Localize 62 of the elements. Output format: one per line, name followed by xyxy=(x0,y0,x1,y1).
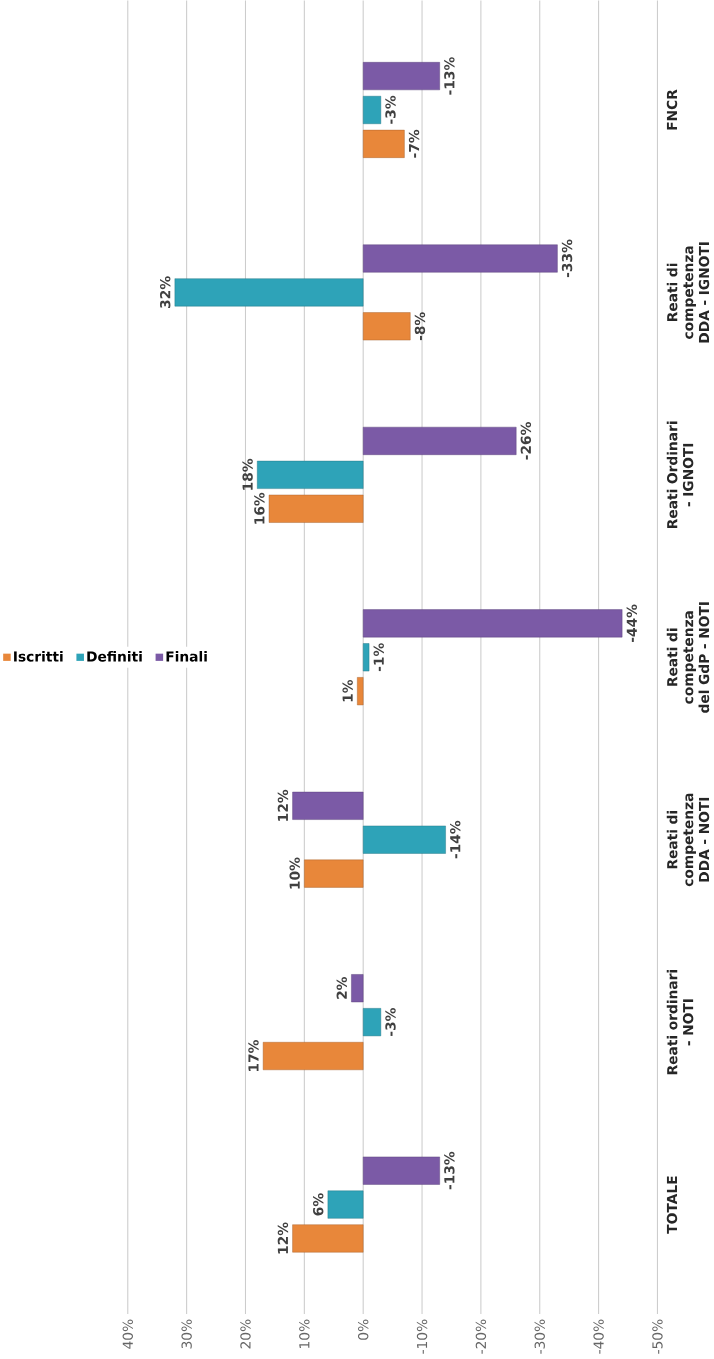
x-tick-label: -40% xyxy=(593,1319,604,1354)
bar xyxy=(363,244,558,273)
x-tick-label: 30% xyxy=(181,1319,192,1349)
bar xyxy=(363,825,446,854)
data-label: -13% xyxy=(444,1151,455,1190)
data-label: 12% xyxy=(277,789,289,821)
legend-label: Iscritti xyxy=(14,651,63,662)
data-label: -7% xyxy=(408,129,420,158)
y-tick-label: Reati di competenza DDA - IGNOTI xyxy=(666,242,710,343)
y-tick-label: TOTALE xyxy=(666,1176,678,1234)
data-label: -26% xyxy=(520,422,532,460)
bar xyxy=(263,1042,364,1071)
bar xyxy=(363,312,411,341)
data-label: -1% xyxy=(373,643,385,672)
x-tick-label: -30% xyxy=(534,1319,546,1354)
data-label: -3% xyxy=(385,95,396,124)
data-label: 6% xyxy=(313,1193,324,1216)
bar xyxy=(292,1224,364,1253)
x-tick-label: 20% xyxy=(240,1319,251,1349)
data-label: 16% xyxy=(254,492,265,524)
bar xyxy=(268,494,364,523)
data-label: -3% xyxy=(385,1008,396,1036)
data-label: -8% xyxy=(414,312,426,341)
y-tick-label: FNCR xyxy=(666,89,678,130)
y-tick-label: Reati di competenza DDA - NOTI xyxy=(666,793,710,887)
data-label: -44% xyxy=(626,604,638,642)
bar xyxy=(357,677,364,706)
data-label: 2% xyxy=(336,976,348,999)
x-tick-label: -10% xyxy=(416,1319,428,1354)
y-tick-label: Reati ordinari - NOTI xyxy=(666,970,694,1075)
bar xyxy=(174,278,364,307)
bar xyxy=(363,643,370,672)
y-tick-label: Reati di competenza del GdP - NOTI xyxy=(666,602,710,713)
data-label: 17% xyxy=(248,1039,259,1071)
y-tick-label: Reati Ordinari - IGNOTI xyxy=(666,421,694,528)
data-label: -33% xyxy=(561,239,573,278)
x-tick-label: 0% xyxy=(358,1319,369,1340)
data-label: 32% xyxy=(160,276,171,308)
bar xyxy=(363,96,382,124)
bar xyxy=(257,460,364,489)
bar xyxy=(363,1008,382,1037)
data-label: 12% xyxy=(277,1222,289,1254)
legend-label: Definiti xyxy=(87,651,142,662)
bar xyxy=(363,609,623,638)
x-tick-label: 40% xyxy=(122,1319,134,1349)
bar xyxy=(327,1190,364,1219)
bar xyxy=(363,1156,440,1185)
bar xyxy=(363,426,517,455)
x-tick-label: -20% xyxy=(475,1319,487,1354)
x-tick-label: 10% xyxy=(299,1319,310,1348)
bar xyxy=(363,129,405,158)
x-tick-label: -50% xyxy=(652,1319,663,1354)
data-label: 1% xyxy=(342,679,353,702)
data-label: 18% xyxy=(242,458,253,490)
data-label: 10% xyxy=(289,857,300,889)
bar xyxy=(304,859,364,888)
bar xyxy=(292,791,364,820)
data-label: -14% xyxy=(450,820,461,859)
bar xyxy=(351,974,364,1003)
legend-label: Finali xyxy=(166,651,207,662)
data-label: -13% xyxy=(444,57,455,95)
bar xyxy=(363,62,440,91)
